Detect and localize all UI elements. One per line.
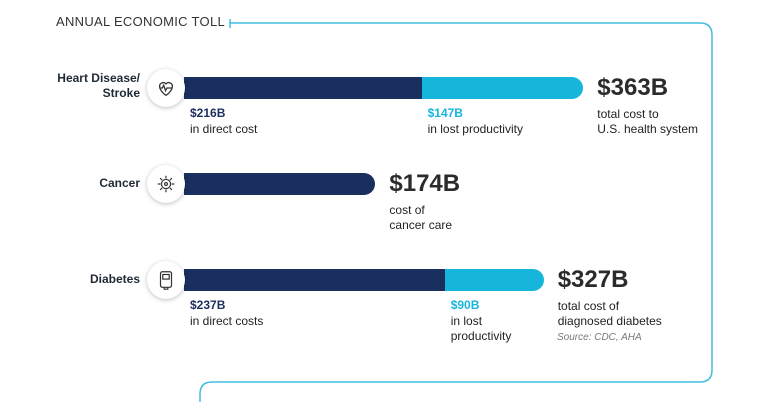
bar-segment-direct: [184, 269, 445, 291]
bar-segment-lost: [444, 269, 544, 291]
segment-amount: $216B: [190, 106, 226, 120]
bar: [184, 77, 584, 99]
source-note: Source: CDC, AHA: [557, 332, 642, 343]
segment-description: in direct costs: [190, 314, 264, 328]
bar-segment-direct: [184, 77, 422, 99]
segment-description: in direct cost: [190, 122, 258, 136]
heart-pulse-icon: [158, 82, 174, 97]
total-description: total cost of diagnosed diabetes: [557, 299, 662, 328]
segment-description: in lost productivity: [450, 314, 512, 343]
segment-amount: $237B: [190, 298, 226, 312]
category-label: Diabetes: [89, 272, 140, 286]
segment-amount: $147B: [427, 106, 463, 120]
icon-badge: [147, 261, 185, 299]
glucose-meter-icon: [159, 271, 173, 290]
cancer-cell-icon: [157, 175, 175, 193]
icon-badge: [147, 69, 185, 107]
total-value: $174B: [389, 170, 461, 197]
segment-amount: $90B: [450, 298, 480, 312]
total-description: total cost to U.S. health system: [597, 107, 699, 136]
category-label: Cancer: [99, 176, 140, 190]
bar: [184, 269, 544, 291]
bar-segment-direct: [184, 173, 376, 195]
bar: [184, 173, 376, 195]
bar-segment-lost: [421, 77, 584, 99]
total-value: $363B: [597, 74, 669, 101]
chart-title: ANNUAL ECONOMIC TOLL: [56, 14, 226, 29]
segment-description: in lost productivity: [427, 122, 523, 136]
icon-badge: [147, 165, 185, 203]
total-value: $327B: [557, 266, 629, 293]
category-label: Heart Disease/Stroke: [57, 71, 140, 100]
total-description: cost of cancer care: [389, 203, 453, 232]
